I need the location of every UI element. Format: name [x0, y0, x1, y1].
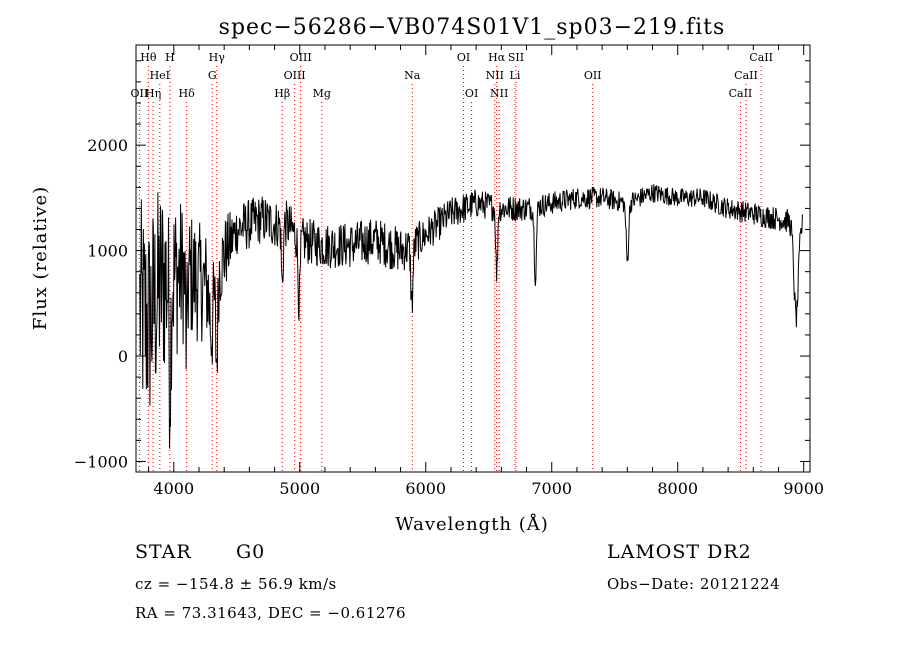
line-label-17: NII — [490, 87, 508, 100]
survey-name: LAMOST DR2 — [607, 541, 752, 563]
x-axis-label: Wavelength (Å) — [395, 513, 549, 535]
line-label-3: HeI — [150, 69, 170, 82]
x-tick-label-5: 9000 — [783, 479, 824, 498]
line-label-0: OII — [131, 87, 149, 100]
x-tick-label-2: 6000 — [405, 479, 446, 498]
line-label-15: NII — [486, 69, 504, 82]
line-label-1: Hθ — [140, 51, 157, 64]
y-tick-label-0: −1000 — [74, 452, 128, 471]
spectrum-series — [139, 184, 803, 449]
line-label-14: OI — [465, 87, 478, 100]
line-label-11: Mg — [313, 87, 331, 100]
line-label-2: Hη — [145, 87, 161, 100]
line-label-22: CaII — [734, 69, 758, 82]
spectrum-line — [139, 184, 803, 449]
y-axis-label: Flux (relative) — [30, 186, 51, 330]
line-label-20: OII — [584, 69, 602, 82]
axes: 4000 5000 6000 7000 8000 9000 −1000 0 1000 2000 — [74, 45, 824, 498]
line-label-16: Hα — [488, 51, 506, 64]
x-tick-label-0: 4000 — [153, 479, 194, 498]
y-tick-label-2: 1000 — [87, 242, 128, 261]
line-label-6: Hγ — [209, 51, 226, 64]
line-label-4: H — [165, 51, 175, 64]
line-label-12: Na — [404, 69, 421, 82]
line-label-9: OIII — [284, 69, 306, 82]
line-label-23: CaII — [749, 51, 773, 64]
line-label-10: OIII — [290, 51, 312, 64]
line-label-18: Li — [510, 69, 521, 82]
coordinates-readout: RA = 73.31643, DEC = −0.61276 — [135, 604, 406, 622]
object-subclass: G0 — [236, 541, 266, 563]
y-tick-label-3: 2000 — [87, 136, 128, 155]
line-label-8: Hβ — [274, 87, 290, 100]
line-label-7: G — [208, 69, 217, 82]
line-label-5: Hδ — [179, 87, 196, 100]
object-class: STAR — [135, 541, 192, 563]
redshift-readout: cz = −154.8 ± 56.9 km/s — [135, 575, 337, 593]
chart-title: spec−56286−VB074S01V1_sp03−219.fits — [219, 15, 726, 40]
obs-date: Obs−Date: 20121224 — [607, 575, 781, 593]
x-tick-label-1: 5000 — [279, 479, 320, 498]
y-tick-label-1: 0 — [118, 347, 128, 366]
spectral-line-markers: OII Hθ Hη HeI H Hδ Hγ G Hβ OIII OIII Mg Na OI OI NII Hα N… — [131, 51, 773, 472]
line-label-19: SII — [508, 51, 524, 64]
line-label-21: CaII — [729, 87, 753, 100]
line-label-13: OI — [457, 51, 470, 64]
x-tick-label-4: 8000 — [657, 479, 698, 498]
plot-frame — [135, 44, 811, 473]
x-tick-label-3: 7000 — [531, 479, 572, 498]
